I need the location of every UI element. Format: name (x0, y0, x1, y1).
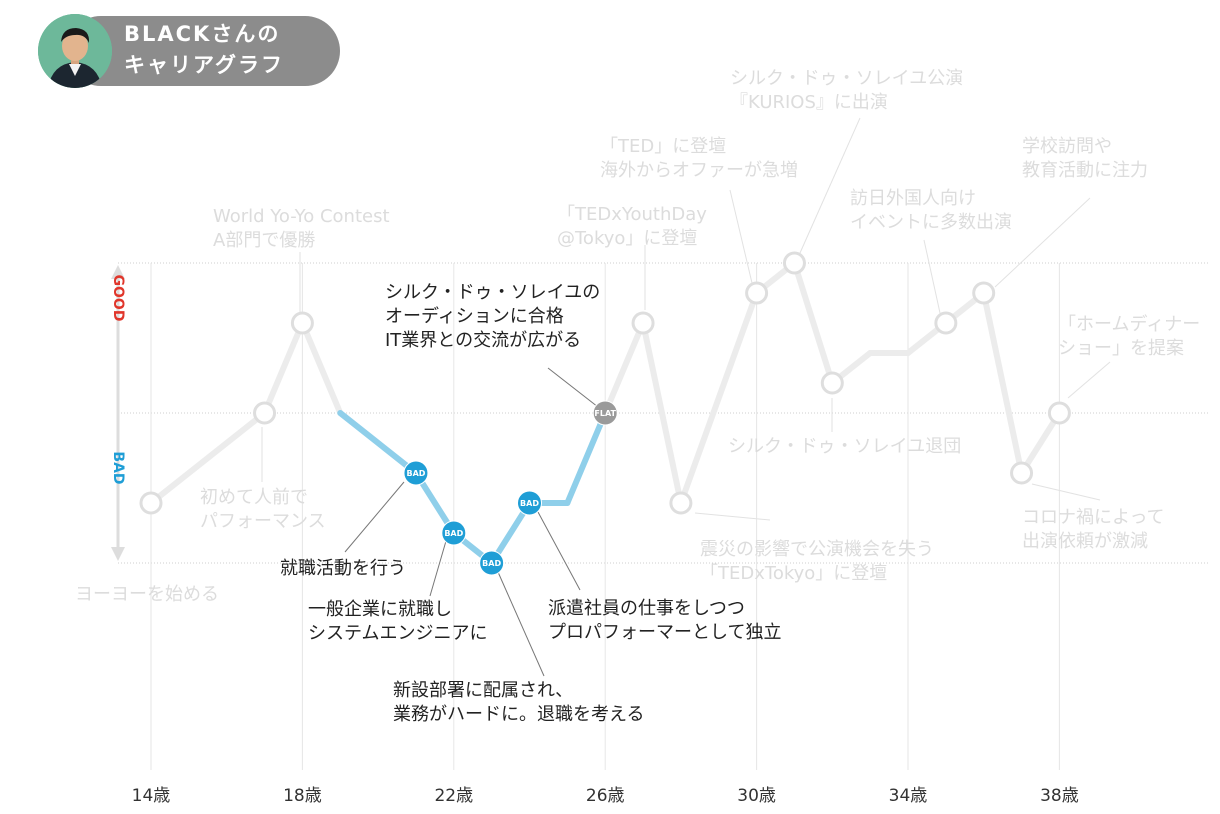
point-marker-14 (820, 371, 844, 395)
header-title-line-2: キャリアグラフ (124, 53, 284, 77)
annotation-text-10-1: @Tokyo」に登壇 (557, 228, 697, 249)
annotation-leader-20 (1067, 361, 1111, 399)
annotation-text-18-1: 教育活動に注力 (1022, 160, 1148, 181)
point-badge-4: BAD (406, 469, 425, 478)
x-tick-label-38: 38歳 (1040, 786, 1079, 806)
line-segment-3 (337, 410, 419, 476)
annotation-leader-13 (799, 117, 861, 254)
line-segment-2 (299, 320, 344, 416)
annotation-text-17-0: 訪日外国人向け (850, 188, 976, 209)
point-marker-18 (972, 281, 996, 305)
point-marker-12 (745, 281, 769, 305)
annotation-text-20-0: 「ホームディナー (1058, 314, 1200, 335)
annotation-text-6-1: 業務がハードに。退職を考える (393, 704, 644, 725)
point-marker-17 (934, 311, 958, 335)
y-axis-up-arrow (111, 265, 125, 279)
annotation-text-14-0: シルク・ドゥ・ソレイユ退団 (728, 436, 961, 457)
annotation-text-19-0: コロナ禍によって (1022, 507, 1165, 528)
line-segment-0 (148, 410, 268, 506)
annotation-text-20-1: ショー」を提案 (1058, 338, 1184, 359)
good-axis-label: GOOD (110, 275, 126, 322)
annotation-text-6-0: 新設部署に配属され、 (393, 680, 573, 701)
x-tick-label-18: 18歳 (283, 786, 322, 806)
line-segment-9 (602, 320, 647, 416)
annotation-text-4-0: 就職活動を行う (280, 558, 406, 579)
annotation-leader-7 (537, 511, 581, 591)
point-marker-2 (290, 311, 314, 335)
annotation-text-19-1: 出演依頼が激減 (1022, 531, 1148, 552)
annotation-leader-18 (994, 197, 1091, 288)
header-title: BLACKさんの キャリアグラフ (124, 19, 284, 81)
annotation-text-0-0: ヨーヨーを始める (75, 584, 219, 605)
line-segment-18 (980, 290, 1025, 476)
annotation-text-1-0: 初めて人前で (200, 487, 308, 508)
annotation-text-13-1: 『KURIOS』に出演 (730, 92, 888, 113)
annotation-text-2-0: World Yo-Yo Contest (213, 206, 390, 227)
annotation-text-18-0: 学校訪問や (1022, 136, 1112, 157)
point-marker-10 (631, 311, 655, 335)
line-segment-10 (640, 320, 684, 506)
annotation-text-1-1: パフォーマンス (200, 511, 326, 532)
point-marker-0 (139, 491, 163, 515)
annotation-leader-9 (547, 367, 599, 408)
annotation-text-13-0: シルク・ドゥ・ソレイユ公演 (730, 68, 963, 89)
point-marker-13 (782, 251, 806, 275)
annotation-text-12-0: 「TED」に登壇 (600, 136, 726, 157)
career-graph-header: BLACKさんの キャリアグラフ (38, 14, 340, 90)
avatar (38, 14, 112, 88)
annotation-text-9-2: IT業界との交流が広がる (385, 330, 581, 351)
point-badge-6: BAD (482, 559, 501, 568)
point-marker-7 (517, 490, 542, 516)
person-photo-icon (38, 14, 112, 88)
point-badge-7: BAD (520, 499, 539, 508)
annotation-leader-17 (923, 239, 941, 314)
annotation-leader-4 (344, 481, 405, 553)
line-segment-1 (261, 320, 306, 416)
annotation-text-5-0: 一般企業に就職し (308, 599, 452, 620)
annotation-leader-19 (1031, 483, 1101, 501)
annotation-text-17-1: イベントに多数出演 (850, 212, 1012, 233)
annotation-text-7-0: 派遣社員の仕事をしつつ (548, 598, 745, 619)
y-axis-down-arrow (111, 547, 125, 561)
annotation-text-11-0: 震災の影響で公演機会を失う (700, 539, 934, 560)
x-tick-label-14: 14歳 (132, 786, 171, 806)
line-segment-11 (677, 290, 760, 506)
annotation-leader-11 (694, 512, 771, 521)
annotation-text-9-0: シルク・ドゥ・ソレイユの (385, 282, 600, 303)
x-tick-label-22: 22歳 (434, 786, 473, 806)
line-segment-8 (564, 410, 609, 506)
point-marker-20 (1047, 401, 1071, 425)
bad-axis-label: BAD (110, 451, 126, 484)
annotation-leader-5 (429, 540, 447, 597)
annotation-text-12-1: 海外からオファーが急増 (600, 160, 798, 181)
annotation-leader-12 (729, 189, 753, 284)
point-badge-9: FLAT (594, 409, 616, 418)
x-tick-label-30: 30歳 (737, 786, 776, 806)
x-tick-label-34: 34歳 (889, 786, 928, 806)
point-marker-1 (253, 401, 277, 425)
annotation-text-2-1: A部門で優勝 (213, 230, 315, 251)
line-segment-19 (1018, 410, 1063, 476)
annotation-text-5-1: システムエンジニアに (308, 623, 487, 644)
point-marker-6 (479, 550, 505, 576)
annotation-leader-6 (497, 571, 545, 677)
point-marker-19 (1010, 461, 1034, 485)
line-segment-13 (791, 260, 836, 386)
x-tick-label-26: 26歳 (586, 786, 625, 806)
header-title-line-1: BLACKさんの (124, 22, 281, 46)
annotation-text-7-1: プロパフォーマーとして独立 (548, 622, 781, 643)
point-marker-9 (592, 400, 618, 426)
annotation-text-10-0: 「TEDxYouthDay (557, 204, 707, 225)
annotation-text-9-1: オーディションに合格 (385, 306, 564, 327)
point-badge-5: BAD (444, 529, 463, 538)
point-marker-11 (669, 491, 693, 515)
point-marker-4 (403, 460, 429, 486)
point-marker-5 (441, 520, 467, 546)
annotation-text-11-1: 「TEDxTokyo」に登壇 (700, 563, 887, 584)
